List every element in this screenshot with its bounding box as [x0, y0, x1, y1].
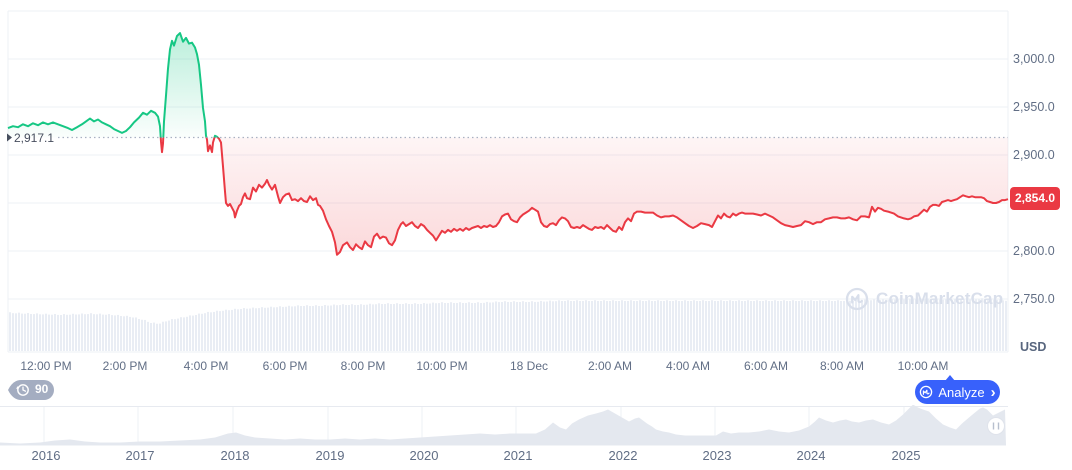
minimap-year-label: 2022: [608, 448, 638, 463]
baseline-marker-icon: [7, 133, 12, 142]
price-chart[interactable]: [0, 0, 1072, 405]
volume-bars: [9, 298, 1007, 351]
analyze-button[interactable]: Analyze ›: [915, 375, 1000, 404]
x-axis-label: 4:00 PM: [183, 359, 229, 373]
x-axis-label: 6:00 PM: [262, 359, 308, 373]
x-axis-label: 18 Dec: [509, 359, 549, 373]
y-axis-label: 2,800.0: [1013, 244, 1055, 258]
x-axis-label: 6:00 AM: [743, 359, 789, 373]
y-axis-label: 2,900.0: [1013, 148, 1055, 162]
analyze-cmc-icon: [920, 385, 933, 399]
x-axis-label: 12:00 PM: [20, 359, 72, 373]
x-axis-label: 2:00 PM: [102, 359, 148, 373]
watermark: CoinMarketCap: [845, 287, 1003, 311]
analyze-label: Analyze: [938, 384, 985, 400]
minimap-year-label: 2019: [315, 448, 345, 463]
history-count-badge: 90: [8, 379, 56, 401]
minimap-year-label: 2016: [31, 448, 61, 463]
x-axis-label: 8:00 AM: [819, 359, 865, 373]
price-area: [8, 33, 1008, 255]
minimap-area: [0, 405, 1006, 446]
current-price-badge: 2,854.0: [1010, 187, 1060, 210]
minimap-year-label: 2025: [891, 448, 921, 463]
y-axis-label: 3,000.0: [1013, 52, 1055, 66]
y-axis-label: 2,950.0: [1013, 100, 1055, 114]
price-line: [7, 32, 1009, 256]
history-badge-shape: [8, 380, 54, 400]
minimap-handle[interactable]: [987, 417, 1005, 435]
chevron-right-icon: ›: [990, 383, 996, 401]
watermark-text: CoinMarketCap: [876, 289, 1004, 308]
minimap-navigator[interactable]: [0, 405, 1072, 470]
minimap-year-label: 2024: [796, 448, 826, 463]
baseline-price-label: 2,917.1: [14, 131, 55, 145]
x-axis-label: 2:00 AM: [587, 359, 633, 373]
clock-history-icon: [16, 384, 29, 396]
x-axis-label: 10:00 PM: [416, 359, 468, 373]
minimap-year-label: 2023: [702, 448, 732, 463]
minimap-year-label: 2018: [220, 448, 250, 463]
minimap-year-label: 2017: [125, 448, 155, 463]
currency-unit-label: USD: [1020, 340, 1047, 354]
x-axis-label: 10:00 AM: [897, 359, 949, 373]
minimap-year-label: 2020: [409, 448, 439, 463]
coinmarketcap-logo-icon: [845, 287, 869, 311]
minimap-year-label: 2021: [503, 448, 533, 463]
history-count: 90: [35, 382, 49, 396]
x-axis-label: 4:00 AM: [665, 359, 711, 373]
y-axis-label: 2,750.0: [1013, 292, 1055, 306]
x-axis-label: 8:00 PM: [340, 359, 386, 373]
